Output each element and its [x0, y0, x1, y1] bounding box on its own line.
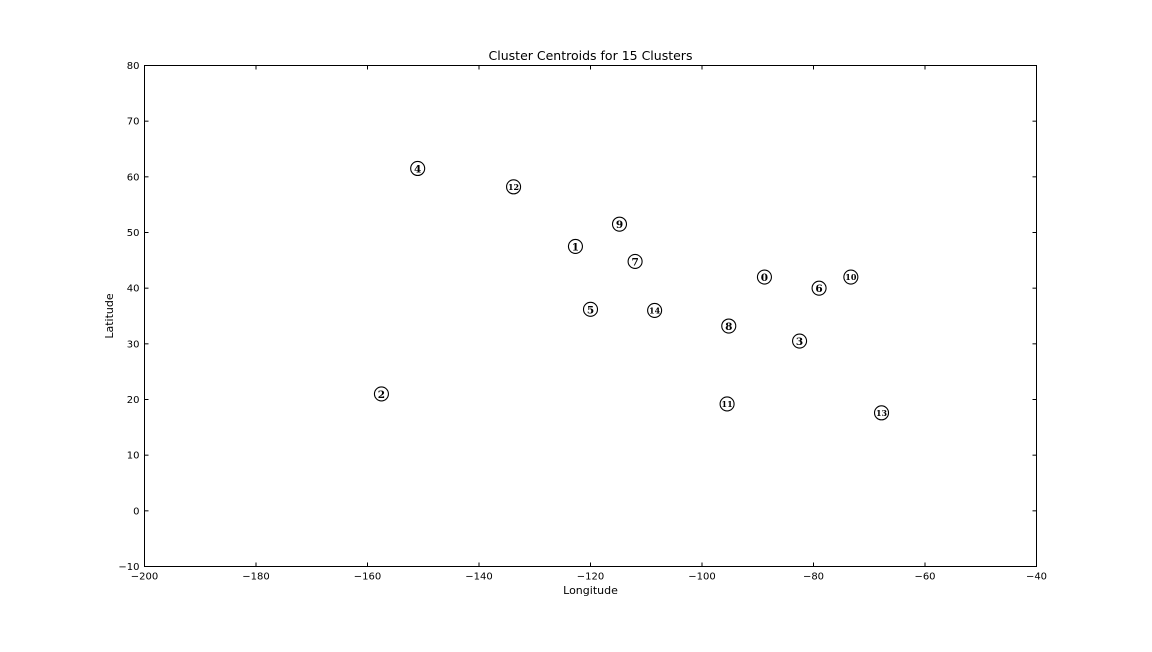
marker-number: 10: [845, 272, 857, 282]
y-tick-label: −10: [118, 562, 139, 573]
marker-circle: [843, 269, 859, 285]
marker-number: 9: [616, 219, 623, 231]
x-tick-label: −100: [688, 572, 715, 583]
marker-number: 8: [725, 321, 732, 333]
marker-circle: [792, 333, 808, 349]
y-tick-label: 0: [133, 506, 139, 517]
axis-ticks: −200 −180 −160 −140 −120 −100 −80 −60 −40−100102…: [118, 61, 1047, 583]
x-tick-label: −200: [131, 572, 158, 583]
cluster-centroid-marker: 1: [567, 238, 583, 254]
marker-number: 13: [876, 408, 888, 418]
y-tick-label: 60: [127, 172, 140, 183]
cluster-centroid-marker: 2: [373, 386, 389, 402]
marker-circle: [811, 280, 827, 296]
y-tick-label: 20: [127, 395, 140, 406]
marker-number: 3: [796, 336, 803, 348]
marker-number: 2: [378, 389, 385, 401]
marker-number: 14: [649, 305, 661, 315]
y-tick-label: 70: [127, 117, 140, 128]
cluster-centroid-marker: 5: [582, 301, 599, 317]
x-tick-label: −120: [577, 572, 604, 583]
cluster-centroid-marker: 12: [506, 179, 522, 195]
marker-circle: [873, 405, 890, 421]
cluster-centroid-marker: 14: [647, 302, 663, 318]
marker-circle: [721, 318, 737, 334]
cluster-centroid-marker: 6: [811, 280, 827, 296]
y-axis-label: Latitude: [103, 293, 116, 339]
cluster-centroid-marker: 7: [627, 253, 643, 269]
marker-circle: [582, 301, 599, 317]
marker-circle: [627, 253, 643, 269]
marker-circle: [719, 396, 735, 412]
x-axis-label: Longitude: [563, 584, 618, 597]
marker-number: 4: [414, 163, 421, 175]
marker-number: 5: [587, 304, 594, 316]
marker-number: 1: [572, 241, 579, 253]
chart-title: Cluster Centroids for 15 Clusters: [489, 48, 693, 63]
y-tick-label: 30: [127, 339, 140, 350]
marker-circle: [567, 238, 583, 254]
x-tick-label: −40: [1026, 572, 1047, 583]
cluster-centroid-marker: 0: [756, 269, 772, 285]
marker-number: 7: [631, 256, 638, 268]
marker-number: 6: [815, 283, 822, 295]
marker-circle: [410, 160, 426, 177]
x-tick-label: −60: [914, 572, 935, 583]
y-tick-label: 50: [127, 228, 140, 239]
cluster-centroid-marker: 13: [873, 405, 890, 421]
cluster-centroid-marker: 4: [410, 160, 426, 177]
cluster-centroid-marker: 11: [719, 396, 735, 412]
cluster-centroid-marker: 9: [611, 216, 628, 232]
marker-circle: [756, 269, 772, 285]
y-tick-label: 80: [127, 61, 140, 72]
marker-circle: [647, 302, 663, 318]
marker-circle: [506, 179, 522, 195]
x-tick-label: −160: [354, 572, 381, 583]
cluster-centroid-marker: 10: [843, 269, 859, 285]
marker-circle: [373, 386, 389, 402]
marker-circle: [611, 216, 628, 232]
x-tick-label: −140: [465, 572, 492, 583]
x-tick-label: −180: [242, 572, 269, 583]
marker-number: 0: [761, 272, 768, 284]
marker-number: 11: [722, 399, 733, 409]
y-tick-label: 40: [127, 284, 140, 295]
cluster-centroid-marker: 3: [792, 333, 808, 349]
y-tick-label: 10: [127, 451, 140, 462]
cluster-centroid-marker: 8: [721, 318, 737, 334]
marker-number: 12: [508, 182, 519, 192]
x-tick-label: −80: [803, 572, 824, 583]
